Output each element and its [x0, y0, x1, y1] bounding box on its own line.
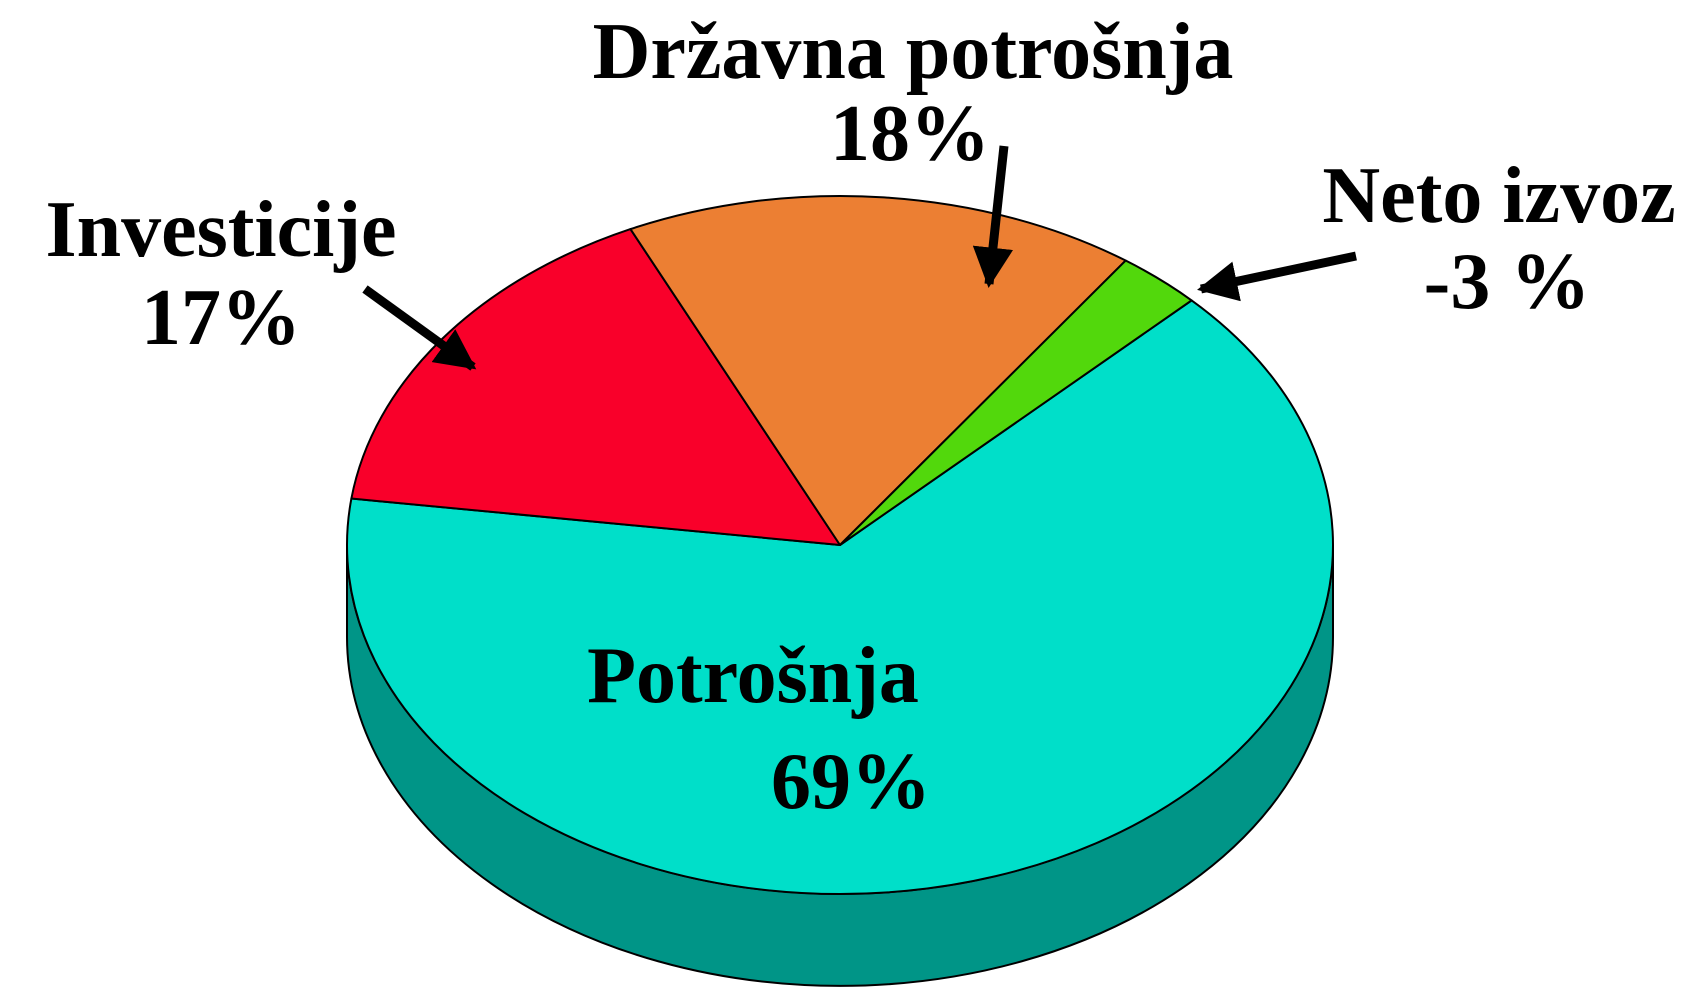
- slice-name: Potrošnja: [587, 632, 919, 720]
- pie: [346, 195, 1334, 987]
- slice-name: Državna potrošnja: [593, 8, 1234, 96]
- slice: [346, 299, 1334, 895]
- arrow: [972, 145, 1014, 289]
- slice-value-label: 17%: [141, 274, 301, 362]
- slice-name: Investicije: [45, 186, 396, 274]
- labels: Potrošnja 69% Investicije 17% Državna po…: [45, 8, 1675, 826]
- slice-value-label: 69%: [771, 738, 931, 826]
- arrow: [1197, 251, 1357, 302]
- slice-value-label: 18%: [830, 90, 990, 178]
- arrows: [362, 145, 1357, 371]
- slice-value-label: -3 %: [1424, 238, 1591, 326]
- slice-name: Neto izvoz: [1322, 152, 1675, 240]
- slice: [839, 259, 1193, 546]
- arrow: [362, 285, 477, 371]
